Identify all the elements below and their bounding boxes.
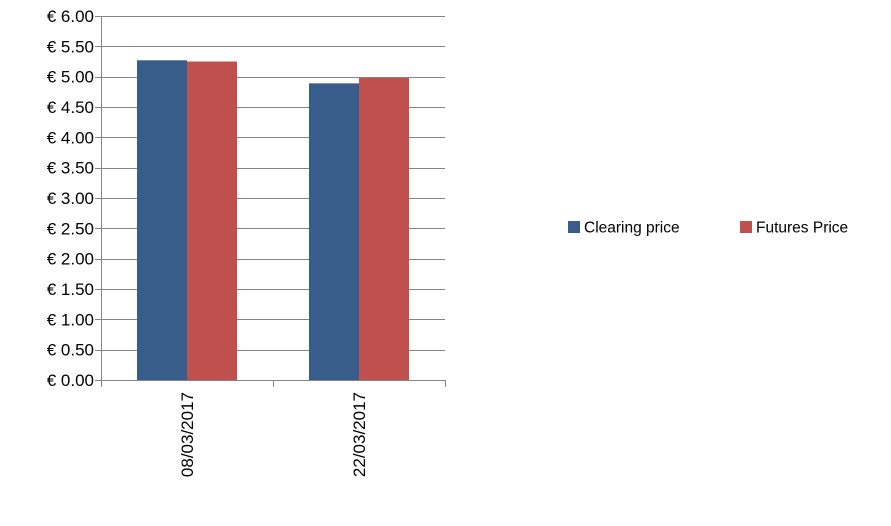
y-tick-label: € 5.00: [47, 68, 94, 87]
legend: Clearing price Futures Price: [568, 220, 848, 237]
y-tick-label: € 4.50: [47, 98, 94, 117]
y-tick-label: € 6.00: [47, 7, 94, 26]
y-tick-label: € 2.50: [47, 219, 94, 238]
bar-clearing-price: [137, 60, 187, 380]
y-tick-label: € 3.00: [47, 189, 94, 208]
legend-label: Clearing price: [584, 220, 680, 237]
legend-label: Futures Price: [756, 220, 848, 237]
bars: [137, 60, 409, 380]
y-tick-label: € 4.00: [47, 128, 94, 147]
y-tick-label: € 5.50: [47, 37, 94, 56]
legend-swatch: [740, 221, 752, 233]
y-tick-label: € 1.50: [47, 280, 94, 299]
y-tick-label: € 1.00: [47, 310, 94, 329]
x-tick-label: 22/03/2017: [350, 392, 369, 477]
bar-clearing-price: [309, 83, 359, 380]
legend-swatch: [568, 221, 580, 233]
bar-futures-price: [187, 61, 237, 380]
axes: [95, 16, 446, 387]
bar-futures-price: [359, 77, 409, 380]
y-tick-label: € 3.50: [47, 159, 94, 178]
y-tick-label: € 2.00: [47, 250, 94, 269]
y-tick-label: € 0.00: [47, 371, 94, 390]
y-tick-labels: € 0.00 € 0.50 € 1.00 € 1.50 € 2.00 € 2.50 € 3.…: [47, 7, 94, 390]
x-tick-label: 08/03/2017: [178, 392, 197, 477]
x-tick-labels: 08/03/2017 22/03/2017: [178, 392, 369, 477]
y-tick-label: € 0.50: [47, 341, 94, 360]
